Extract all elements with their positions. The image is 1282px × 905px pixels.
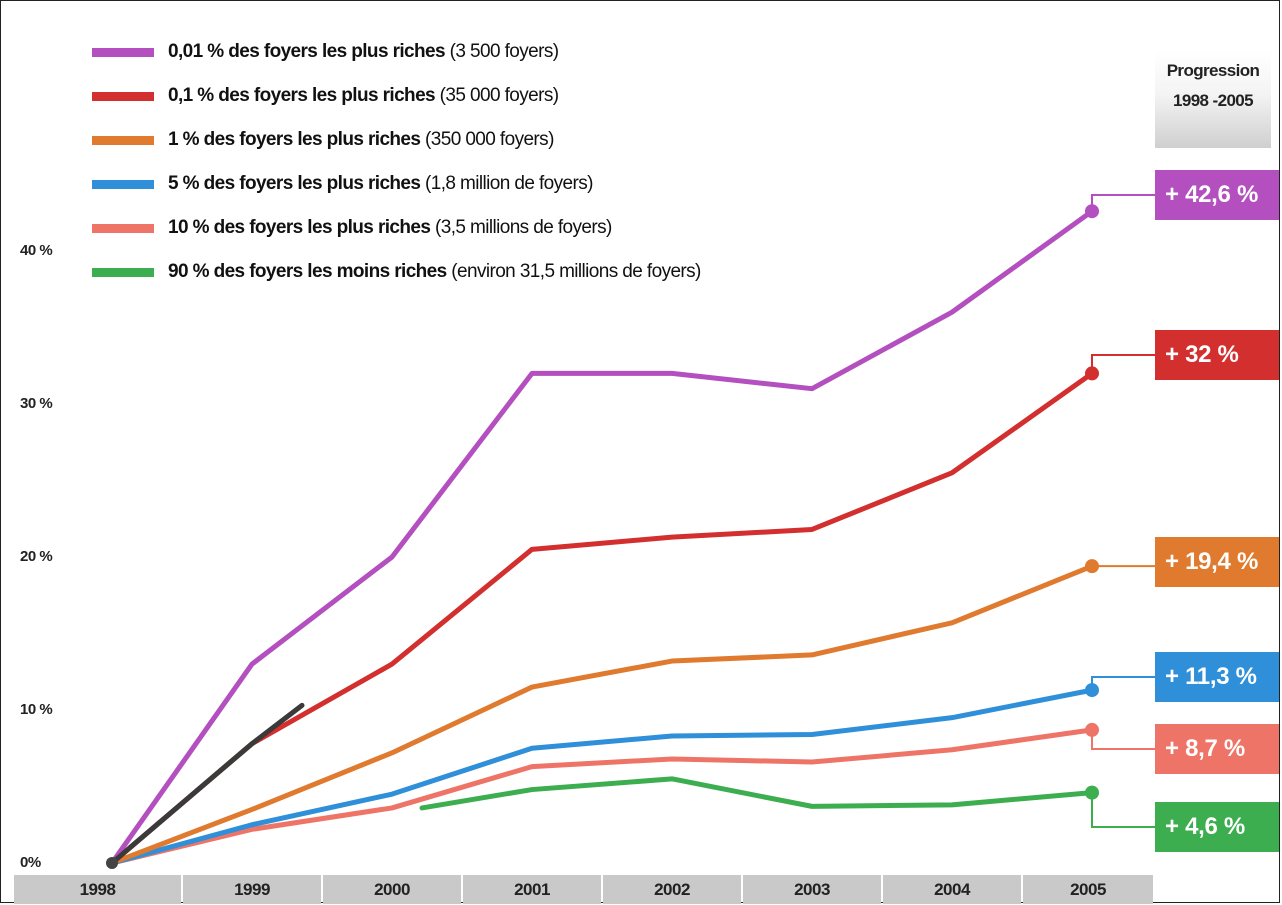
final-value-badge: + 32 % (1155, 330, 1279, 380)
legend-item: 10 % des foyers les plus riches (3,5 mil… (92, 206, 701, 250)
final-value-badge: + 19,4 % (1155, 537, 1279, 587)
legend-label-rest: (3,5 millions de foyers) (430, 217, 612, 238)
origin-point (106, 857, 118, 869)
series-lines (109, 208, 1095, 866)
end-point (1085, 683, 1099, 698)
end-point (1085, 722, 1099, 737)
overlap-segment (109, 702, 305, 866)
progression-header-line2: 1998 -2005 (1172, 91, 1254, 110)
legend: 0,01 % des foyers les plus riches (3 500… (92, 30, 701, 294)
x-tick-cell: 2000 (323, 875, 461, 904)
x-tick-cell: 1998 (14, 875, 181, 904)
legend-item: 5 % des foyers les plus riches (1,8 mill… (92, 162, 701, 206)
legend-label-rest: (environ 31,5 millions de foyers) (446, 261, 701, 282)
final-value-badge: + 4,6 % (1155, 802, 1279, 852)
legend-label: 1 % des foyers les plus riches (350 000 … (168, 129, 554, 151)
y-tick-label: 30 % (20, 395, 53, 412)
legend-swatch (92, 179, 154, 189)
x-tick-label: 2005 (1070, 880, 1106, 899)
series-line (109, 687, 1095, 866)
end-point (1085, 785, 1099, 800)
x-tick-cell: 2003 (743, 875, 881, 904)
y-tick-label: 40 % (20, 242, 53, 259)
legend-swatch (92, 223, 154, 233)
legend-swatch (92, 135, 154, 145)
progression-header-line1: Progression (1166, 61, 1260, 80)
x-tick-label: 2001 (514, 880, 550, 899)
x-tick-cell: 2005 (1023, 875, 1153, 904)
legend-label: 10 % des foyers les plus riches (3,5 mil… (168, 217, 612, 239)
badge-connector (1091, 792, 1155, 828)
legend-label-rest: (35 000 foyers) (435, 85, 559, 106)
series-line (109, 370, 1095, 866)
final-value-badge: + 8,7 % (1155, 724, 1279, 774)
legend-item: 0,1 % des foyers les plus riches (35 000… (92, 74, 701, 118)
label-connectors (1091, 194, 1155, 828)
legend-label-rest: (3 500 foyers) (444, 41, 559, 62)
legend-item: 90 % des foyers les moins riches (enviro… (92, 250, 701, 294)
badge-connector (1091, 194, 1155, 212)
legend-label-rest: (350 000 foyers) (420, 129, 554, 150)
legend-label-bold: 5 % des foyers les plus riches (168, 173, 421, 194)
x-tick-label: 1999 (234, 880, 270, 899)
end-point (1085, 204, 1099, 219)
legend-label-bold: 90 % des foyers les moins riches (168, 261, 447, 282)
badge-connector (1091, 729, 1155, 750)
progression-header: Progression 1998 -2005 (1155, 50, 1271, 148)
legend-item: 0,01 % des foyers les plus riches (3 500… (92, 30, 701, 74)
x-tick-label: 2000 (374, 880, 410, 899)
x-tick-label: 1998 (79, 880, 116, 899)
legend-label-bold: 0,01 % des foyers les plus riches (168, 41, 446, 62)
end-points (106, 204, 1099, 869)
series-line (109, 208, 1095, 866)
legend-swatch (92, 47, 154, 57)
x-tick-cell: 1999 (183, 875, 321, 904)
legend-swatch (92, 267, 154, 277)
legend-label-rest: (1,8 million de foyers) (420, 173, 593, 194)
badge-connector (1091, 354, 1155, 374)
y-tick-label: 20 % (20, 548, 53, 565)
x-tick-cell: 2001 (463, 875, 601, 904)
legend-label-bold: 0,1 % des foyers les plus riches (168, 85, 436, 106)
y-tick-label: 10 % (20, 701, 53, 718)
series-line (109, 563, 1095, 866)
final-value-badge: + 42,6 % (1155, 170, 1279, 220)
y-tick-label: 0% (20, 854, 41, 871)
x-tick-label: 2003 (794, 880, 830, 899)
legend-label: 0,01 % des foyers les plus riches (3 500… (168, 41, 559, 63)
legend-label: 5 % des foyers les plus riches (1,8 mill… (168, 173, 593, 195)
legend-label: 90 % des foyers les moins riches (enviro… (168, 261, 701, 283)
badge-connector (1091, 676, 1155, 691)
legend-item: 1 % des foyers les plus riches (350 000 … (92, 118, 701, 162)
series-line (419, 776, 1095, 811)
x-tick-cell: 2004 (883, 875, 1021, 904)
legend-label-bold: 1 % des foyers les plus riches (168, 129, 421, 150)
x-tick-label: 2004 (934, 880, 970, 899)
x-tick-label: 2002 (654, 880, 690, 899)
x-tick-cell: 2002 (603, 875, 741, 904)
legend-swatch (92, 91, 154, 101)
end-point (1085, 559, 1099, 574)
legend-label-bold: 10 % des foyers les plus riches (168, 217, 431, 238)
series-line (109, 727, 1095, 866)
end-point (1085, 366, 1099, 381)
legend-label: 0,1 % des foyers les plus riches (35 000… (168, 85, 559, 107)
final-value-badge: + 11,3 % (1155, 652, 1279, 702)
